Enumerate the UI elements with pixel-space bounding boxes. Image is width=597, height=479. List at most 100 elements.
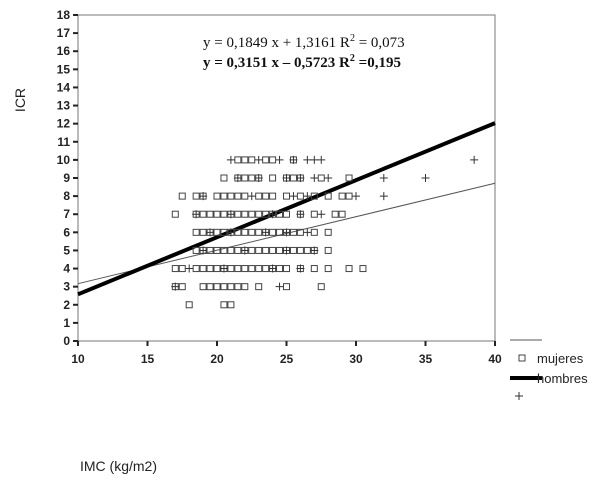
point-hombres — [226, 210, 235, 219]
point-mujeres — [338, 192, 346, 200]
x-tick-label: 25 — [280, 352, 294, 366]
point-hombres — [192, 210, 201, 219]
point-hombres — [296, 174, 305, 182]
legend-label: mujeres — [537, 351, 584, 366]
equation-1: y = 0,1849 x + 1,3161 R2 = 0,073 — [203, 33, 405, 51]
point-hombres — [233, 174, 242, 182]
point-mujeres — [324, 265, 332, 273]
point-hombres — [206, 228, 215, 237]
point-mujeres — [213, 265, 221, 273]
x-tick-label: 30 — [349, 352, 363, 366]
point-mujeres — [234, 210, 242, 218]
point-hombres — [282, 174, 291, 182]
point-mujeres — [241, 156, 249, 164]
point-mujeres — [171, 210, 179, 218]
legend: mujeres hombres — [510, 339, 588, 400]
point-mujeres — [324, 246, 332, 254]
point-hombres — [303, 228, 312, 237]
point-mujeres — [199, 283, 207, 291]
point-mujeres — [283, 192, 290, 200]
point-mujeres — [234, 246, 242, 254]
point-mujeres — [213, 210, 221, 218]
point-hombres — [310, 174, 319, 182]
point-hombres — [289, 192, 298, 201]
point-mujeres — [262, 246, 270, 254]
point-mujeres — [338, 210, 346, 218]
point-hombres — [296, 264, 305, 273]
point-mujeres — [220, 246, 228, 254]
point-hombres — [296, 210, 305, 219]
x-axis: 10 15 20 25 30 35 40 — [71, 341, 502, 366]
regression-lines — [77, 121, 496, 297]
point-mujeres — [213, 192, 221, 200]
point-mujeres — [255, 228, 263, 236]
point-mujeres — [283, 265, 290, 273]
point-mujeres — [324, 192, 332, 200]
point-mujeres — [262, 265, 270, 273]
point-hombres — [254, 155, 263, 164]
point-mujeres — [234, 192, 242, 200]
point-mujeres — [248, 228, 256, 236]
point-mujeres — [331, 210, 339, 218]
x-tick-label: 20 — [210, 352, 224, 366]
y-tick-label: 14 — [57, 80, 71, 94]
x-tick-label: 15 — [141, 352, 155, 366]
point-mujeres — [262, 156, 270, 164]
y-tick-label: 9 — [63, 171, 70, 185]
y-axis-title: ICR — [12, 88, 28, 112]
point-mujeres — [220, 210, 228, 218]
equation-prefix: y = 0,1849 x + 1,3161 R — [203, 35, 350, 51]
point-mujeres — [255, 246, 263, 254]
point-mujeres — [276, 246, 284, 254]
point-mujeres — [241, 228, 249, 236]
y-tick-label: 5 — [63, 243, 70, 257]
equation-2: y = 0,3151 x – 0,5723 R2 =0,195 — [203, 53, 401, 71]
point-mujeres — [178, 283, 186, 291]
point-hombres — [352, 192, 360, 201]
point-hombres — [303, 192, 312, 201]
y-tick-label: 2 — [63, 298, 70, 312]
point-mujeres — [241, 265, 249, 273]
point-mujeres — [289, 174, 297, 182]
point-hombres — [310, 246, 319, 255]
point-mujeres — [276, 265, 284, 273]
point-mujeres — [283, 210, 290, 218]
x-tick-label: 10 — [71, 352, 85, 366]
point-mujeres — [227, 265, 235, 273]
point-hombres — [226, 228, 235, 237]
equation-prefix: y = 0,3151 x – 0,5723 R — [203, 55, 350, 71]
point-mujeres — [234, 156, 242, 164]
point-hombres — [379, 174, 388, 182]
point-mujeres — [248, 174, 256, 182]
point-mujeres — [345, 174, 353, 182]
y-tick-label: 1 — [63, 316, 70, 330]
point-hombres — [303, 155, 312, 164]
equation-suffix: = 0,073 — [355, 35, 405, 51]
y-tick-label: 16 — [57, 44, 71, 58]
point-mujeres — [296, 246, 304, 254]
y-tick-label: 12 — [57, 117, 71, 131]
legend-symbol-plus — [515, 392, 523, 400]
point-mujeres — [192, 228, 200, 236]
point-hombres — [254, 174, 263, 182]
point-mujeres — [317, 174, 325, 182]
point-mujeres — [199, 210, 207, 218]
point-hombres — [275, 155, 284, 164]
point-hombres — [199, 246, 208, 255]
legend-symbol-square — [518, 354, 526, 362]
equations: y = 0,1849 x + 1,3161 R2 = 0,073 y = 0,31… — [203, 33, 405, 71]
point-mujeres — [199, 265, 207, 273]
point-mujeres — [324, 228, 332, 236]
point-mujeres — [213, 283, 221, 291]
point-hombres — [317, 155, 326, 164]
point-mujeres — [269, 228, 277, 236]
point-hombres — [310, 155, 319, 164]
point-hombres — [317, 210, 326, 219]
point-mujeres — [220, 174, 228, 182]
point-mujeres — [310, 210, 318, 218]
point-mujeres — [199, 228, 207, 236]
point-mujeres — [241, 210, 249, 218]
point-mujeres — [227, 246, 235, 254]
